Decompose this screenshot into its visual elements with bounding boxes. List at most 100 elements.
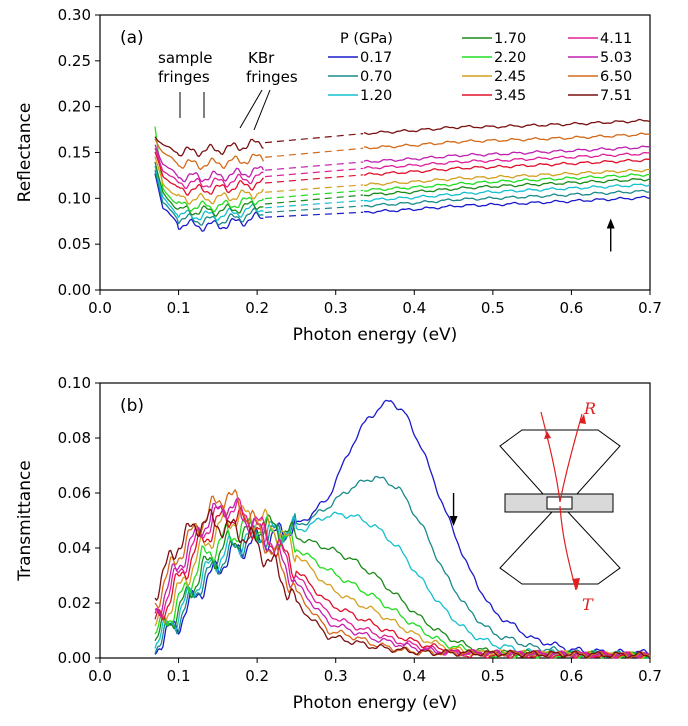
transmittance-series-group [154,399,651,659]
reflectance-series-gap-0.70 [264,205,364,214]
pressure-legend: P (GPa) 0.17 0.70 1.20 1.70 2.20 2.45 3.45 4.11… [328,31,632,104]
reflectance-y-tick-label: 0.10 [58,189,91,207]
transmittance-x-tick-label: 0.6 [559,667,583,685]
reflectance-series-1.20 [154,165,264,221]
reflected-beam-arrowhead [579,414,586,424]
transmittance-y-tick-label: 0.10 [58,374,91,392]
reflectance-series-gap-2.20 [264,189,364,200]
transmittance-x-axis-label: Photon energy (eV) [293,693,458,713]
incident-beam [540,411,561,503]
reflectance-series-gap-6.50 [264,147,364,158]
legend-entry-1.70: 1.70 [494,31,526,47]
reflectance-series-2.20 [364,173,651,192]
legend-entry-6.50: 6.50 [600,69,632,85]
transmittance-plot-frame [99,382,651,659]
transmittance-axis-ticks: 0.0 0.1 0.2 0.3 0.4 0.5 0.6 0.7 0.00 0.02 0.04 0.06… [58,374,662,685]
legend-entry-5.03: 5.03 [600,50,632,66]
legend-entry-2.45: 2.45 [494,69,526,85]
sample-fringes-label-line1: sample [158,49,213,67]
reflectance-x-tick-label: 0.1 [167,299,191,317]
reflectance-series-group [154,118,651,232]
lower-diamond-anvil [499,511,621,585]
reflectance-series-2.45 [154,156,264,205]
reflectance-series-gap-5.03 [264,161,364,171]
legend-entry-4.11: 4.11 [600,31,632,47]
reflectance-x-tick-label: 0.0 [88,299,112,317]
reflectance-series-7.51 [363,118,651,135]
reflectance-series-2.20 [154,126,264,213]
inset-label-r: R [583,399,596,418]
transmittance-series-2.45 [154,504,651,659]
diamond-anvil-cell-schematic: R T [499,399,621,614]
reflectance-series-3.45 [154,151,264,196]
reflectance-series-3.45 [363,158,651,176]
reflectance-series-gap-7.51 [264,133,364,144]
reflectance-series-gap-2.45 [264,184,364,193]
reflectance-x-tick-label: 0.7 [638,299,662,317]
kbr-fringes-label-line1: KBr [248,49,275,67]
reflectance-x-tick-label: 0.4 [402,299,426,317]
transmittance-y-tick-label: 0.04 [58,539,91,557]
reflectance-x-axis-label: Photon energy (eV) [293,325,458,345]
reflectance-series-0.17 [154,173,264,232]
reflectance-series-gap-4.11 [264,167,364,178]
transmittance-y-tick-label: 0.02 [58,594,91,612]
incident-beam-arrowhead [544,431,551,439]
reflectance-y-tick-label: 0.05 [58,235,91,253]
reflectance-series-gap-1.70 [264,194,364,205]
reflectance-series-0.70 [154,169,264,226]
reflectance-x-tick-label: 0.5 [481,299,505,317]
legend-entry-7.51: 7.51 [600,88,632,104]
kbr-fringe-pointer-2 [253,89,271,131]
reflectance-y-tick-label: 0.30 [58,6,91,24]
transmittance-x-tick-label: 0.4 [402,667,426,685]
reflectance-y-tick-label: 0.25 [58,52,91,70]
sample-fringes-label-line2: fringes [158,68,210,86]
reflectance-series-1.70 [363,178,651,197]
reflectance-series-gap-1.20 [264,199,364,209]
transmitted-beam-arrowhead [572,578,580,590]
pressure-increase-arrow-up [606,218,615,252]
transmittance-x-tick-label: 0.0 [88,667,112,685]
legend-title: P (GPa) [340,31,393,47]
reflectance-x-tick-label: 0.3 [324,299,348,317]
reflectance-series-gap-0.17 [264,211,364,218]
legend-entry-0.70: 0.70 [360,69,392,85]
transmittance-y-tick-label: 0.08 [58,429,91,447]
reflectance-series-5.03 [363,145,651,163]
reflectance-axis-ticks: 0.0 0.1 0.2 0.3 0.4 0.5 0.6 0.7 0.00 0.05 0.10 0.15… [58,6,662,317]
transmittance-x-tick-label: 0.5 [481,667,505,685]
reflectance-series-0.70 [364,189,651,208]
reflectance-panel: 0.0 0.1 0.2 0.3 0.4 0.5 0.6 0.7 0.00 0.05 0.10 0.15… [15,6,662,345]
transmittance-x-tick-label: 0.1 [167,667,191,685]
reflectance-series-4.11 [363,151,651,170]
reflectance-y-tick-label: 0.20 [58,98,91,116]
fringe-annotations: sample fringes KBr fringes [158,49,298,131]
kbr-fringe-pointer-1 [239,89,263,129]
arrow-head [449,516,458,526]
transmittance-panel: 0.0 0.1 0.2 0.3 0.4 0.5 0.6 0.7 0.00 0.02 0.04 0.06… [15,374,662,713]
reflectance-y-tick-label: 0.15 [58,144,91,162]
reflectance-series-1.20 [363,183,651,202]
arrow-head [606,218,615,229]
transmittance-y-axis-label: Transmittance [15,460,35,582]
reflectance-series-0.17 [363,195,650,214]
upper-diamond-anvil [499,429,621,505]
panel-label-a: (a) [120,28,144,48]
legend-entry-2.20: 2.20 [494,50,526,66]
reflectance-x-tick-label: 0.6 [559,299,583,317]
reflectance-x-tick-label: 0.2 [245,299,269,317]
transmittance-x-tick-label: 0.3 [324,667,348,685]
reflectance-series-gap-3.45 [264,174,364,184]
reflectance-series-5.03 [154,144,264,183]
transmittance-x-tick-label: 0.7 [638,667,662,685]
kbr-fringes-label-line2: fringes [246,68,298,86]
legend-entry-3.45: 3.45 [494,88,526,104]
transmittance-series-7.51 [154,508,651,659]
panel-label-b: (b) [120,396,144,416]
reflectance-series-7.51 [154,136,264,158]
reflectance-series-1.70 [154,161,264,217]
transmittance-x-tick-label: 0.2 [245,667,269,685]
legend-entry-1.20: 1.20 [360,88,392,104]
